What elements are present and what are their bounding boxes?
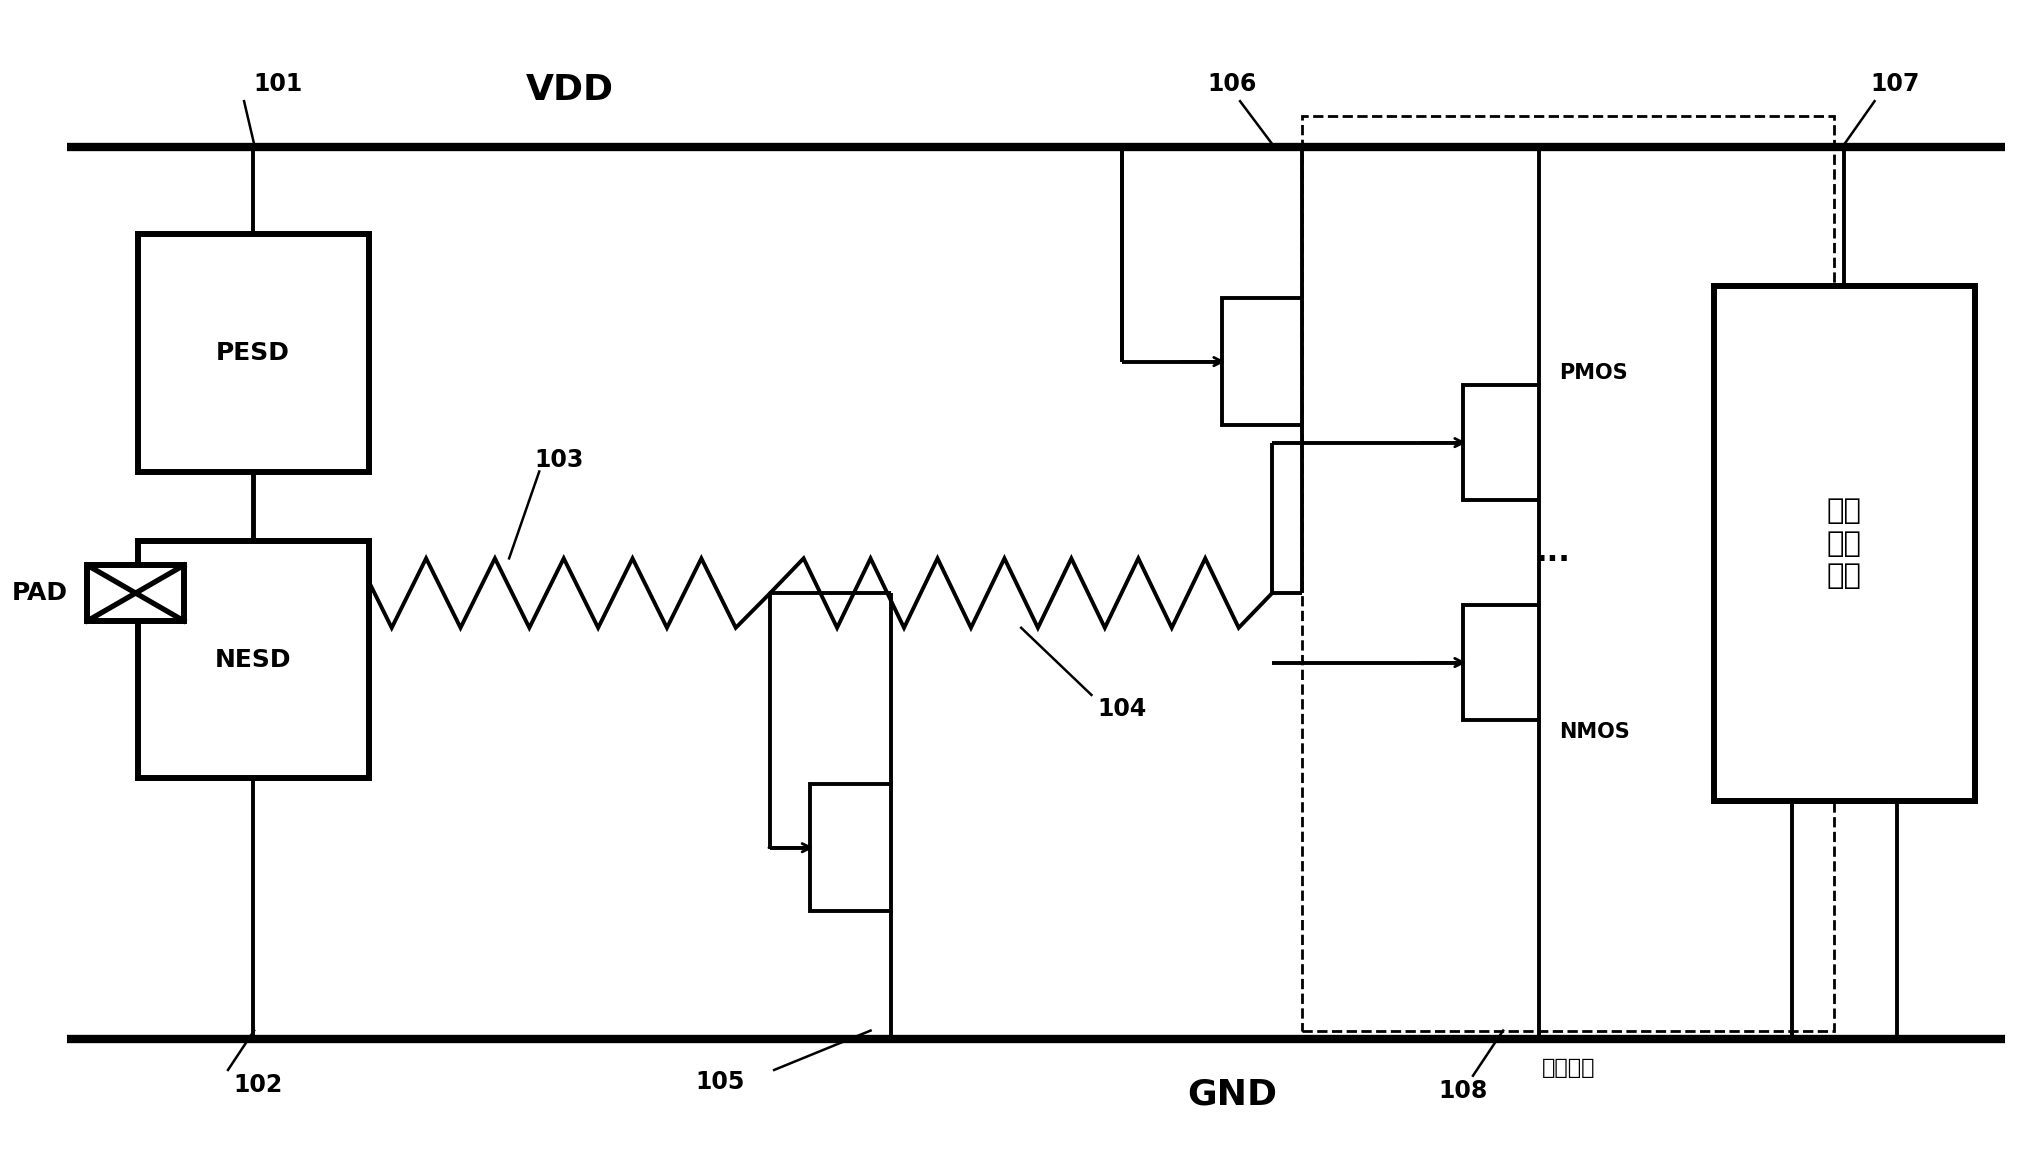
Bar [88, 565, 183, 621]
Text: ...: ... [1537, 538, 1571, 568]
Text: 101: 101 [253, 72, 304, 95]
Text: 108: 108 [1439, 1079, 1488, 1103]
Text: PAD: PAD [12, 582, 67, 605]
Bar [139, 234, 369, 471]
Text: 107: 107 [1871, 72, 1920, 95]
Text: 106: 106 [1206, 72, 1257, 95]
Text: 103: 103 [534, 448, 585, 472]
Bar [811, 784, 891, 912]
Bar [1463, 385, 1539, 500]
Text: NESD: NESD [214, 648, 291, 671]
Bar [1463, 605, 1539, 720]
Text: 105: 105 [695, 1070, 744, 1093]
Text: 104: 104 [1096, 697, 1145, 721]
Bar [1302, 116, 1834, 1030]
Text: PMOS: PMOS [1559, 363, 1628, 383]
Bar [1714, 286, 1975, 801]
Text: 102: 102 [234, 1073, 283, 1097]
Bar [1223, 298, 1302, 426]
Bar [139, 541, 369, 778]
Text: PESD: PESD [216, 341, 289, 365]
Text: GND: GND [1186, 1077, 1278, 1112]
Text: VDD: VDD [526, 72, 613, 107]
Text: 电源
钓位
电路: 电源 钓位 电路 [1826, 498, 1863, 591]
Text: 内核电路: 内核电路 [1541, 1057, 1596, 1078]
Text: NMOS: NMOS [1559, 722, 1630, 742]
